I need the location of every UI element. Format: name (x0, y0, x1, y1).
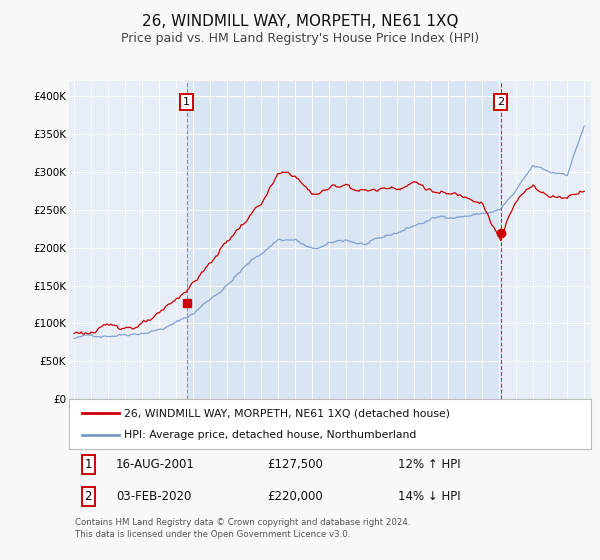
Text: HPI: Average price, detached house, Northumberland: HPI: Average price, detached house, Nort… (124, 430, 416, 440)
Text: 03-FEB-2020: 03-FEB-2020 (116, 489, 191, 503)
Text: 2: 2 (85, 489, 92, 503)
Text: 1: 1 (183, 97, 190, 107)
Text: 12% ↑ HPI: 12% ↑ HPI (398, 458, 460, 471)
Text: £220,000: £220,000 (268, 489, 323, 503)
Bar (187, 81, 500, 399)
Text: Contains HM Land Registry data © Crown copyright and database right 2024.
This d: Contains HM Land Registry data © Crown c… (75, 518, 411, 539)
Text: 26, WINDMILL WAY, MORPETH, NE61 1XQ (detached house): 26, WINDMILL WAY, MORPETH, NE61 1XQ (det… (124, 408, 450, 418)
Text: 16-AUG-2001: 16-AUG-2001 (116, 458, 195, 471)
Text: 26, WINDMILL WAY, MORPETH, NE61 1XQ: 26, WINDMILL WAY, MORPETH, NE61 1XQ (142, 14, 458, 29)
Text: Price paid vs. HM Land Registry's House Price Index (HPI): Price paid vs. HM Land Registry's House … (121, 32, 479, 45)
Text: 14% ↓ HPI: 14% ↓ HPI (398, 489, 460, 503)
Text: 1: 1 (85, 458, 92, 471)
Text: 2: 2 (497, 97, 504, 107)
Text: £127,500: £127,500 (268, 458, 323, 471)
